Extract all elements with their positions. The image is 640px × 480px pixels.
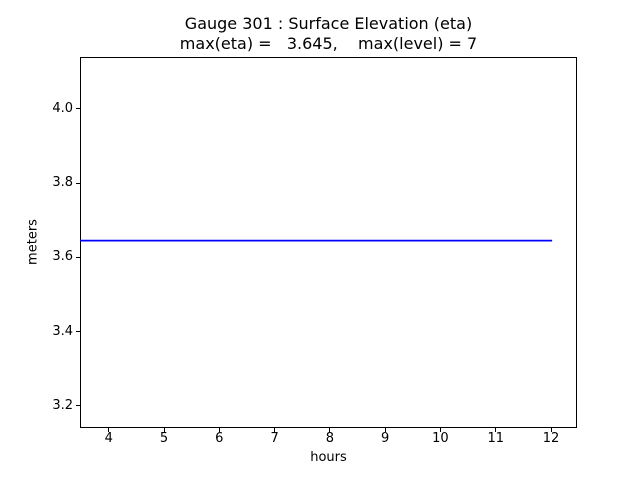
x-axis-label: hours: [310, 450, 347, 465]
x-tick-label: 12: [542, 431, 560, 446]
y-tick-label: 3.2: [52, 397, 73, 413]
y-tick-mark: [76, 331, 80, 333]
x-tick-mark: [218, 428, 220, 432]
x-tick-mark: [329, 428, 331, 432]
plot-area: [80, 57, 577, 428]
x-tick-label: 5: [159, 431, 169, 446]
x-tick-label: 4: [104, 431, 113, 446]
x-tick-label: 10: [432, 431, 449, 446]
y-tick-label: 4.0: [52, 100, 73, 116]
x-tick-label: 7: [270, 431, 279, 446]
chart-title: Gauge 301 : Surface Elevation (eta) max(…: [80, 14, 577, 54]
x-tick-mark: [495, 428, 497, 432]
data-series-layer: [80, 239, 553, 242]
y-tick-mark: [76, 182, 80, 184]
chart-title-line1: Gauge 301 : Surface Elevation (eta): [184, 14, 473, 33]
y-tick-label: 3.8: [52, 175, 73, 191]
y-tick-mark: [76, 108, 80, 110]
chart-title-line2: max(eta) = 3.645, max(level) = 7: [179, 34, 478, 53]
y-tick-label: 3.6: [52, 249, 73, 265]
x-tick-label: 6: [215, 431, 224, 446]
y-tick-mark: [76, 405, 80, 407]
x-tick-mark: [550, 428, 552, 432]
x-tick-label: 9: [381, 431, 390, 446]
x-tick-mark: [439, 428, 441, 432]
y-tick-mark: [76, 256, 80, 258]
x-tick-mark: [108, 428, 110, 432]
x-tick-mark: [274, 428, 276, 432]
x-tick-mark: [384, 428, 386, 432]
x-tick-mark: [163, 428, 165, 432]
x-tick-label: 8: [325, 431, 335, 446]
x-tick-label: 11: [487, 431, 504, 446]
y-tick-label: 3.4: [52, 323, 73, 339]
